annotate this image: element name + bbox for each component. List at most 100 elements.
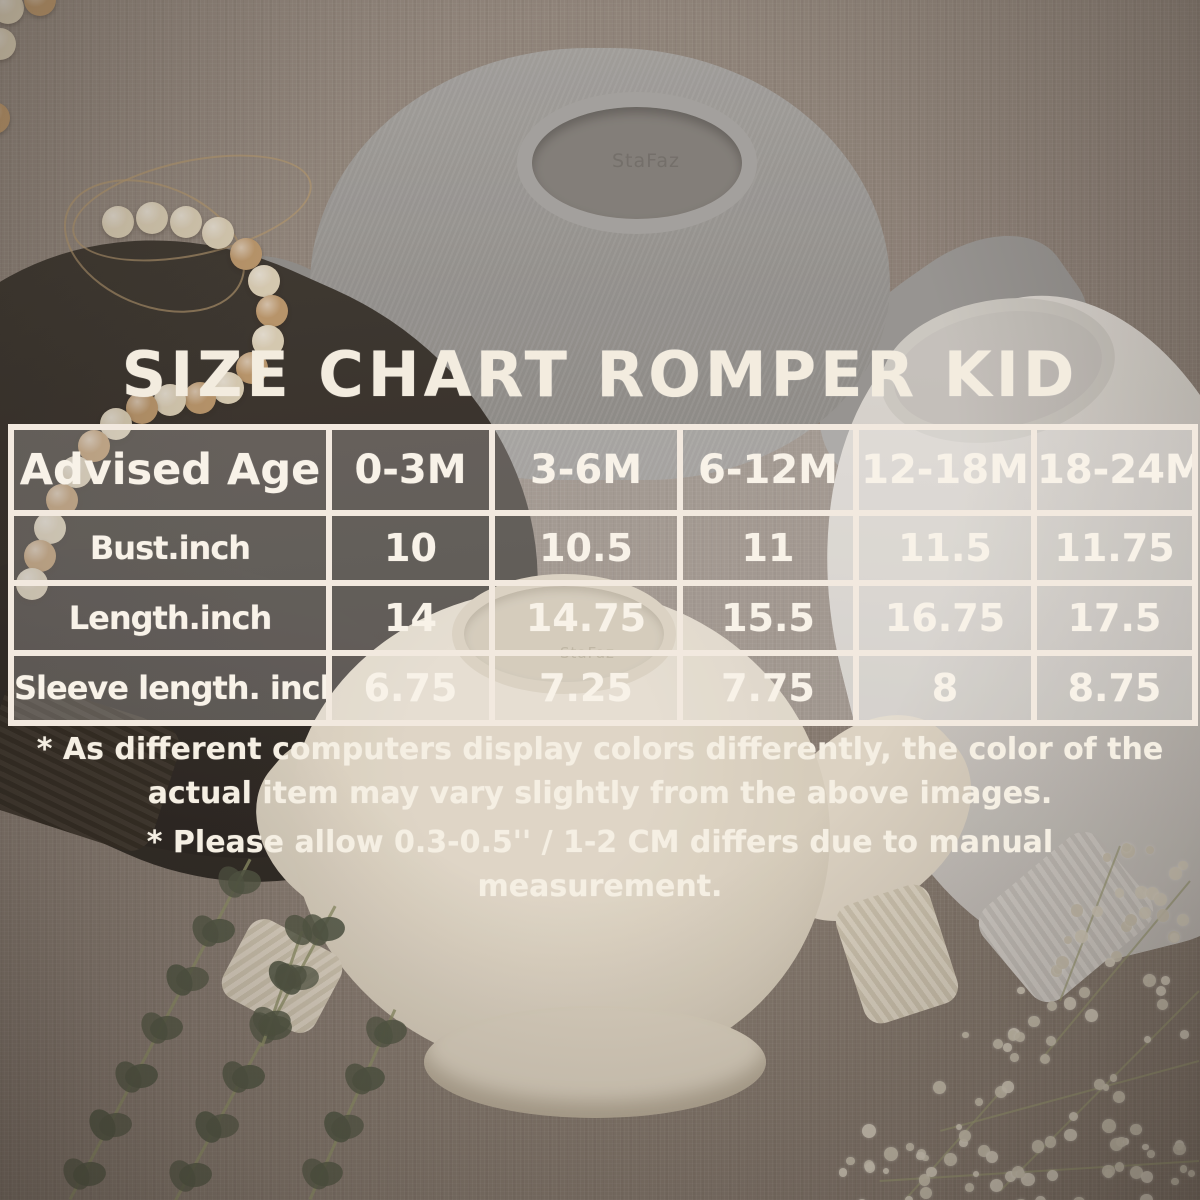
page-title: SIZE CHART ROMPER KID — [121, 338, 1079, 411]
babys-breath-flower — [1114, 888, 1125, 898]
babys-breath-flower — [916, 1152, 925, 1161]
header-cell-0-3m: 0-3M — [326, 424, 495, 516]
babys-breath-flower — [918, 1173, 931, 1186]
wood-bead — [136, 202, 168, 234]
babys-breath-flower — [1044, 1136, 1057, 1148]
wood-bead — [184, 382, 216, 414]
babys-breath-flower — [1146, 846, 1154, 854]
size-table: Advised Age 0-3M 3-6M 6-12M 12-18M 18-24… — [8, 424, 1198, 726]
wood-bead — [0, 28, 16, 60]
header-cell-advised-age: Advised Age — [8, 424, 332, 516]
table-cell: 11.5 — [853, 510, 1037, 586]
babys-breath-flower — [883, 1167, 890, 1175]
babys-breath-flower — [1170, 933, 1180, 943]
babys-breath-flower — [1140, 1170, 1153, 1183]
babys-breath-flower — [1064, 1128, 1077, 1142]
babys-breath-flower — [1039, 1053, 1050, 1065]
babys-breath-flower — [959, 1138, 968, 1148]
babys-breath-flower — [993, 1038, 1004, 1049]
table-row-bust: Bust.inch 10 10.5 11 11.5 11.75 — [8, 510, 1198, 586]
babys-breath-flower — [922, 1154, 929, 1162]
babys-breath-flower — [1103, 853, 1112, 862]
table-cell: 14.75 — [489, 580, 683, 656]
brand-label: StaFaz — [612, 150, 680, 172]
babys-breath-flower — [1075, 930, 1088, 943]
wood-bead — [154, 384, 186, 416]
babys-breath-flower — [1156, 909, 1170, 922]
row-label-bust: Bust.inch — [8, 510, 332, 586]
table-row-length: Length.inch 14 14.75 15.5 16.75 17.5 — [8, 580, 1198, 656]
babys-breath-flower — [1053, 965, 1063, 975]
babys-breath-flower — [1144, 1035, 1152, 1043]
babys-breath-flower — [1079, 986, 1091, 999]
babys-breath-flower — [1021, 1172, 1035, 1187]
babys-breath-flower — [1046, 1001, 1058, 1012]
babys-breath-flower — [1046, 1169, 1058, 1181]
babys-breath-flower — [1017, 986, 1026, 995]
babys-breath-flower — [958, 1129, 972, 1143]
babys-breath-flower — [1017, 1170, 1026, 1179]
babys-breath-flower — [1125, 913, 1138, 926]
wood-bead — [202, 217, 234, 249]
babys-breath-flower — [972, 1170, 980, 1178]
babys-breath-flower — [1178, 860, 1189, 871]
babys-breath-flower — [1091, 905, 1104, 917]
babys-breath-flower — [978, 1145, 990, 1157]
babys-breath-flower — [1003, 1043, 1012, 1052]
babys-breath-flower — [1134, 885, 1148, 899]
babys-breath-flower — [990, 1179, 1004, 1193]
row-label-sleeve: Sleeve length. inch — [8, 650, 332, 726]
header-cell-3-6m: 3-6M — [489, 424, 683, 516]
header-cell-12-18m: 12-18M — [853, 424, 1037, 516]
babys-breath-flower — [1157, 998, 1169, 1010]
table-header-row: Advised Age 0-3M 3-6M 6-12M 12-18M 18-24… — [8, 424, 1198, 516]
babys-breath-flower — [1176, 914, 1189, 927]
babys-breath-flower — [1004, 1171, 1016, 1183]
table-cell: 8 — [853, 650, 1037, 726]
table-cell: 6.75 — [326, 650, 495, 726]
babys-breath-flower — [986, 1151, 999, 1164]
babys-breath-flower — [1155, 985, 1167, 997]
babys-breath-flower — [906, 1143, 914, 1151]
table-cell: 15.5 — [677, 580, 859, 656]
babys-breath-flower — [956, 1124, 963, 1131]
table-cell: 7.75 — [677, 650, 859, 726]
babys-breath-flower — [1122, 842, 1132, 853]
babys-breath-flower — [1111, 951, 1122, 962]
table-cell: 7.25 — [489, 650, 683, 726]
babys-breath-flower — [884, 1146, 899, 1161]
babys-breath-flower — [1072, 1196, 1085, 1200]
table-cell: 10.5 — [489, 510, 683, 586]
note-color-disclaimer: * As different computers display colors … — [36, 732, 1164, 811]
disclaimer-notes: * As different computers display colors … — [20, 728, 1180, 914]
babys-breath-flower — [964, 1183, 974, 1192]
babys-breath-flower — [1109, 1074, 1118, 1082]
babys-breath-flower — [1031, 1140, 1045, 1153]
babys-breath-flower — [1129, 1165, 1143, 1179]
table-cell: 8.75 — [1031, 650, 1198, 726]
babys-breath-flower — [1063, 997, 1077, 1010]
note-measurement-disclaimer: * Please allow 0.3-0.5'' / 1-2 CM differ… — [146, 825, 1054, 904]
wood-bead — [230, 238, 262, 270]
wood-bead — [248, 265, 280, 297]
babys-breath-flower — [944, 1153, 957, 1167]
babys-breath-flower — [1093, 1079, 1105, 1090]
babys-breath-flower — [1010, 1053, 1020, 1063]
babys-breath-flower — [1102, 1164, 1115, 1178]
babys-breath-flower — [1179, 1165, 1188, 1173]
babys-breath-flower — [1068, 1111, 1079, 1122]
babys-breath-flower — [1112, 1091, 1125, 1104]
babys-breath-flower — [1105, 957, 1115, 968]
cream-romper-bubble-bottom — [424, 1006, 766, 1118]
babys-breath-flower — [1084, 1008, 1099, 1023]
babys-breath-flower — [1109, 1137, 1124, 1152]
babys-breath-flower — [1070, 904, 1084, 917]
babys-breath-flower — [904, 1195, 914, 1200]
babys-breath-flower — [1064, 936, 1073, 945]
header-cell-18-24m: 18-24M — [1031, 424, 1198, 516]
babys-breath-flower — [1171, 1178, 1179, 1186]
table-cell: 14 — [326, 580, 495, 656]
babys-breath-flower — [1130, 1123, 1142, 1136]
babys-breath-flower — [1007, 1029, 1019, 1041]
